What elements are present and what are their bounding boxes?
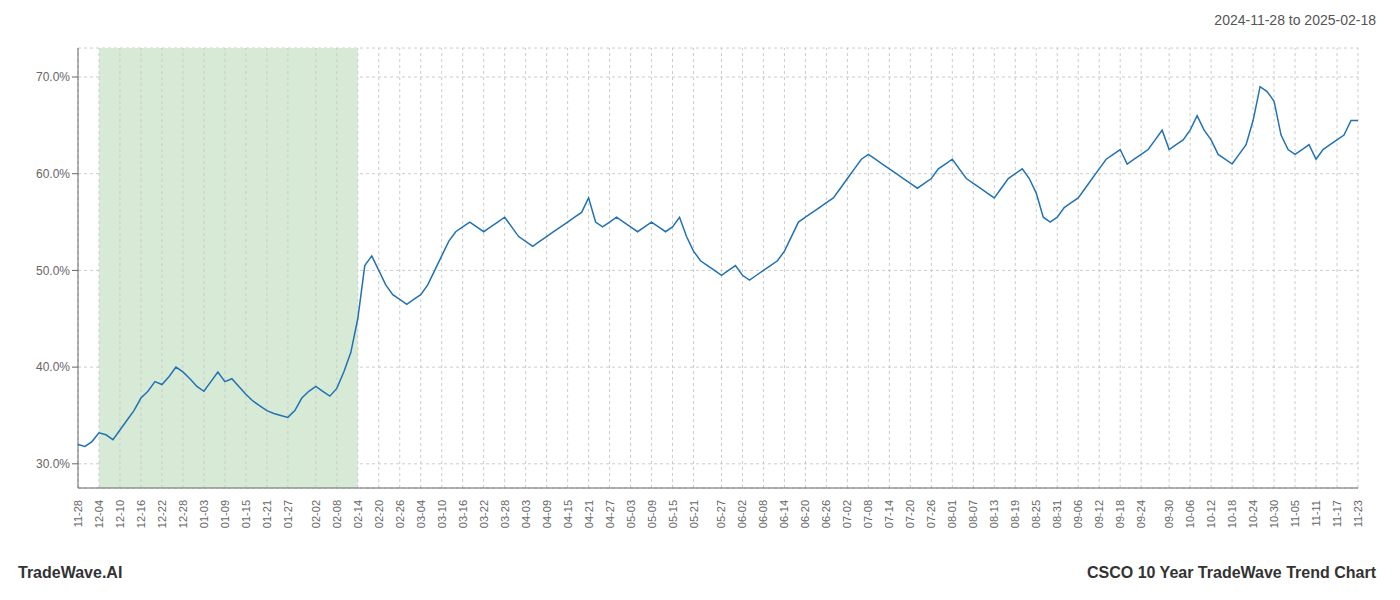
svg-text:07-20: 07-20 xyxy=(904,500,916,528)
svg-text:08-13: 08-13 xyxy=(988,500,1000,528)
svg-text:01-09: 01-09 xyxy=(219,500,231,528)
svg-text:05-09: 05-09 xyxy=(646,500,658,528)
svg-text:30.0%: 30.0% xyxy=(36,457,70,471)
svg-text:03-04: 03-04 xyxy=(415,500,427,528)
svg-text:09-06: 09-06 xyxy=(1072,500,1084,528)
svg-text:11-05: 11-05 xyxy=(1289,500,1301,527)
svg-text:07-14: 07-14 xyxy=(883,500,895,528)
svg-text:10-30: 10-30 xyxy=(1268,500,1280,528)
svg-text:60.0%: 60.0% xyxy=(36,167,70,181)
svg-text:12-10: 12-10 xyxy=(114,500,126,528)
svg-text:11-28: 11-28 xyxy=(72,500,84,527)
svg-text:01-27: 01-27 xyxy=(282,500,294,528)
svg-text:02-20: 02-20 xyxy=(373,500,385,528)
svg-text:12-22: 12-22 xyxy=(156,500,168,528)
svg-text:08-07: 08-07 xyxy=(967,500,979,528)
svg-text:03-10: 03-10 xyxy=(436,500,448,528)
svg-text:03-28: 03-28 xyxy=(499,500,511,528)
svg-text:07-26: 07-26 xyxy=(925,500,937,528)
html-text:CSCO 10 Year TradeWave Trend C: CSCO 10 Year TradeWave Trend Chart xyxy=(1087,564,1376,581)
svg-text:09-30: 09-30 xyxy=(1163,500,1175,528)
svg-text:05-21: 05-21 xyxy=(688,500,700,528)
svg-text:10-24: 10-24 xyxy=(1247,500,1259,528)
svg-text:06-14: 06-14 xyxy=(778,500,790,528)
svg-text:02-02: 02-02 xyxy=(310,500,322,528)
svg-text:11-17: 11-17 xyxy=(1331,500,1343,527)
svg-text:11-11: 11-11 xyxy=(1310,500,1322,527)
svg-text:07-02: 07-02 xyxy=(841,500,853,528)
svg-text:09-18: 09-18 xyxy=(1114,500,1126,528)
svg-text:08-19: 08-19 xyxy=(1009,500,1021,528)
html-text:2024-11-28 to 2025-02-18: 2024-11-28 to 2025-02-18 xyxy=(1214,12,1376,28)
svg-text:12-28: 12-28 xyxy=(177,500,189,528)
svg-text:10-12: 10-12 xyxy=(1205,500,1217,528)
svg-text:05-15: 05-15 xyxy=(667,500,679,528)
svg-text:11-23: 11-23 xyxy=(1352,500,1364,527)
svg-text:02-08: 02-08 xyxy=(331,500,343,528)
svg-text:07-08: 07-08 xyxy=(862,500,874,528)
svg-text:06-08: 06-08 xyxy=(757,500,769,528)
svg-text:50.0%: 50.0% xyxy=(36,264,70,278)
svg-text:04-09: 04-09 xyxy=(541,500,553,528)
svg-text:04-03: 04-03 xyxy=(520,500,532,528)
svg-text:12-04: 12-04 xyxy=(93,500,105,528)
svg-text:06-26: 06-26 xyxy=(820,500,832,528)
svg-text:05-03: 05-03 xyxy=(625,500,637,528)
svg-text:09-24: 09-24 xyxy=(1135,500,1147,528)
svg-text:03-16: 03-16 xyxy=(457,500,469,528)
svg-text:04-21: 04-21 xyxy=(583,500,595,528)
svg-text:01-21: 01-21 xyxy=(261,500,273,528)
svg-text:70.0%: 70.0% xyxy=(36,70,70,84)
svg-text:12-16: 12-16 xyxy=(135,500,147,528)
svg-text:10-06: 10-06 xyxy=(1184,500,1196,528)
svg-text:08-01: 08-01 xyxy=(946,500,958,528)
svg-text:06-20: 06-20 xyxy=(799,500,811,528)
svg-text:05-27: 05-27 xyxy=(715,500,727,528)
svg-text:08-31: 08-31 xyxy=(1051,500,1063,528)
svg-text:40.0%: 40.0% xyxy=(36,360,70,374)
html-text:TradeWave.AI: TradeWave.AI xyxy=(18,564,123,581)
svg-text:01-15: 01-15 xyxy=(240,500,252,528)
svg-text:06-02: 06-02 xyxy=(736,500,748,528)
svg-text:02-26: 02-26 xyxy=(394,500,406,528)
svg-text:02-14: 02-14 xyxy=(352,500,364,528)
svg-text:04-27: 04-27 xyxy=(604,500,616,528)
svg-text:01-03: 01-03 xyxy=(198,500,210,528)
svg-text:10-18: 10-18 xyxy=(1226,500,1238,528)
svg-text:04-15: 04-15 xyxy=(562,500,574,528)
svg-text:09-12: 09-12 xyxy=(1093,500,1105,528)
svg-text:03-22: 03-22 xyxy=(478,500,490,528)
svg-text:08-25: 08-25 xyxy=(1030,500,1042,528)
